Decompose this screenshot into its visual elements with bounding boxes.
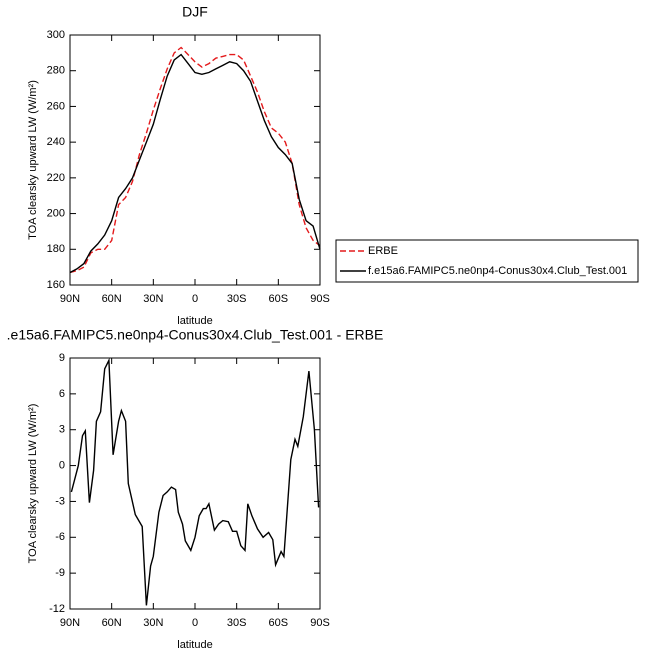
y-axis-label: TOA clearsky upward LW (W/m²) (27, 80, 39, 240)
x-tick-label: 30N (143, 617, 163, 629)
x-tick-label: 90S (310, 293, 330, 305)
y-tick-label: 9 (59, 352, 65, 364)
y-tick-label: 280 (47, 65, 65, 77)
plot-frame (69, 34, 321, 286)
data-line (69, 46, 321, 274)
x-tick-label: 0 (192, 617, 198, 629)
y-tick-label: 260 (47, 100, 65, 112)
x-axis-label: latitude (177, 315, 212, 327)
y-tick-label: 0 (59, 459, 65, 471)
data-line (70, 357, 320, 606)
x-tick-label: 90N (60, 617, 80, 629)
y-tick-label: 160 (47, 279, 65, 291)
x-tick-label: 0 (192, 293, 198, 305)
y-tick-label: 3 (59, 424, 65, 436)
x-tick-label: 30N (143, 293, 163, 305)
x-tick-label: 90N (60, 293, 80, 305)
x-axis-label: latitude (177, 639, 212, 651)
y-tick-label: -12 (49, 603, 65, 615)
x-tick-label: 60N (102, 293, 122, 305)
plot-frame (69, 357, 321, 610)
legend-label: f.e15a6.FAMIPC5.ne0np4-Conus30x4.Club_Te… (368, 265, 627, 277)
x-tick-label: 60S (269, 293, 289, 305)
y-tick-label: 220 (47, 172, 65, 184)
data-line (69, 53, 321, 274)
chart-title: DJF (182, 4, 208, 20)
y-tick-label: 200 (47, 207, 65, 219)
y-tick-label: -9 (55, 567, 65, 579)
y-tick-label: 300 (47, 29, 65, 41)
y-tick-label: -3 (55, 495, 65, 507)
x-tick-label: 30S (227, 617, 247, 629)
x-tick-label: 60S (269, 617, 289, 629)
x-tick-label: 30S (227, 293, 247, 305)
y-tick-label: 180 (47, 243, 65, 255)
chart-title: .e15a6.FAMIPC5.ne0np4-Conus30x4.Club_Tes… (7, 327, 384, 343)
x-tick-label: 60N (102, 617, 122, 629)
y-tick-label: 240 (47, 136, 65, 148)
y-axis-label: TOA clearsky upward LW (W/m²) (27, 404, 39, 564)
legend-label: ERBE (368, 245, 398, 257)
legend-box (335, 239, 639, 283)
x-tick-label: 90S (310, 617, 330, 629)
y-tick-label: -6 (55, 531, 65, 543)
y-tick-label: 6 (59, 388, 65, 400)
